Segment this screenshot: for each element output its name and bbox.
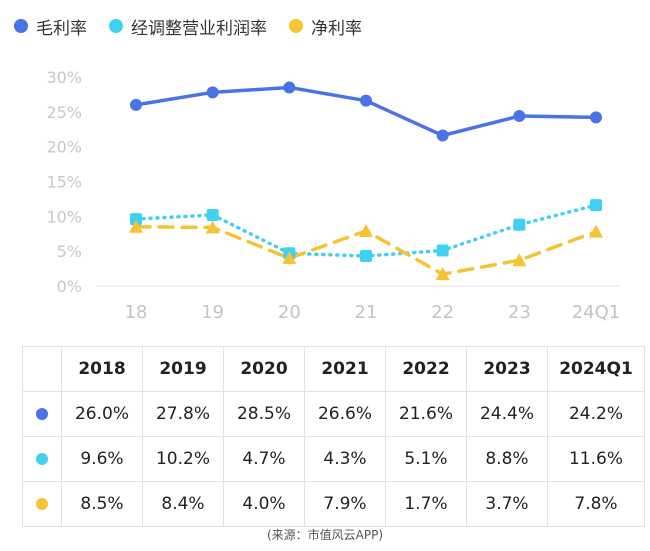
x-tick-label: 20 — [278, 302, 301, 323]
y-tick-label: 30% — [46, 68, 82, 87]
data-point-0 — [436, 129, 449, 142]
source-note: (来源：市值风云APP) — [266, 528, 384, 542]
table-header-cell: 2018 — [61, 346, 143, 392]
y-tick-label: 15% — [46, 173, 82, 192]
legend-item-0: 毛利率 — [14, 14, 87, 39]
table-cell: 11.6% — [547, 436, 645, 482]
data-point-0 — [283, 81, 296, 94]
table-row: 26.0% 27.8% 28.5% 26.6% 21.6% 24.4% 24.2% — [22, 391, 645, 437]
y-tick-label: 20% — [46, 138, 82, 157]
table-cell: 26.6% — [304, 391, 386, 437]
y-tick-label: 25% — [46, 103, 82, 122]
table-cell: 7.9% — [304, 481, 386, 527]
table-cell: 24.2% — [547, 391, 645, 437]
x-tick-label: 22 — [431, 302, 454, 323]
table-row-marker-cell — [22, 481, 62, 527]
table-cell: 8.4% — [142, 481, 224, 527]
data-point-0 — [513, 110, 526, 123]
row-color-dot — [36, 498, 48, 510]
table-cell: 8.8% — [466, 436, 548, 482]
table-row-marker-cell — [22, 436, 62, 482]
table-header-cell: 2021 — [304, 346, 386, 392]
line-chart: 0% 5% 10% 15% 20% 25% 30% 18 19 20 21 22 23 24Q1 — [46, 68, 621, 323]
table-cell: 7.8% — [547, 481, 645, 527]
data-point-2 — [129, 219, 143, 233]
x-tick-label: 19 — [201, 302, 224, 323]
data-point-2 — [282, 251, 297, 265]
data-table: 2018 2019 2020 2021 2022 2023 2024Q1 26.0% 27.8… — [22, 346, 645, 527]
table-cell: 4.0% — [223, 481, 305, 527]
table-cell: 9.6% — [61, 436, 143, 482]
x-tick-label: 18 — [125, 302, 148, 323]
legend-marker-2 — [289, 19, 303, 33]
x-tick-label: 24Q1 — [572, 302, 621, 323]
legend-label-0: 毛利率 — [36, 18, 87, 39]
y-tick-label: 10% — [46, 207, 82, 226]
data-point-0 — [206, 86, 219, 99]
table-row: 8.5% 8.4% 4.0% 7.9% 1.7% 3.7% 7.8% — [22, 481, 645, 527]
table-header-cell: 2019 — [142, 346, 224, 392]
table-cell: 24.4% — [466, 391, 548, 437]
table-cell: 27.8% — [142, 391, 224, 437]
x-tick-label: 23 — [508, 302, 531, 323]
data-point-1 — [590, 199, 602, 212]
data-point-1 — [360, 250, 372, 263]
table-cell: 5.1% — [385, 436, 467, 482]
table-cell: 8.5% — [61, 481, 143, 527]
data-point-0 — [590, 111, 602, 124]
table-cell: 4.7% — [223, 436, 305, 482]
row-color-dot — [36, 453, 48, 465]
data-point-1 — [130, 213, 142, 226]
y-tick-label: 0% — [57, 277, 82, 296]
data-point-1 — [206, 208, 219, 221]
table-row-marker-cell — [22, 391, 62, 437]
legend-item-1: 经调整营业利润率 — [109, 14, 267, 39]
data-table-container: 2018 2019 2020 2021 2022 2023 2024Q1 26.0% 27.8… — [22, 346, 645, 527]
table-header-cell: 2023 — [466, 346, 548, 392]
table-cell: 3.7% — [466, 481, 548, 527]
chart-legend: 毛利率 经调整营业利润率 净利率 — [14, 10, 362, 42]
data-point-0 — [130, 98, 142, 111]
table-corner-cell — [22, 346, 62, 392]
table-header-row: 2018 2019 2020 2021 2022 2023 2024Q1 — [22, 346, 645, 392]
data-point-2 — [205, 220, 220, 234]
data-point-2 — [435, 267, 450, 281]
table-cell: 28.5% — [223, 391, 305, 437]
table-cell: 1.7% — [385, 481, 467, 527]
table-cell: 4.3% — [304, 436, 386, 482]
y-tick-label: 5% — [57, 242, 82, 261]
series-line-0 — [134, 85, 598, 138]
table-header-cell: 2020 — [223, 346, 305, 392]
table-header-cell: 2022 — [385, 346, 467, 392]
data-point-0 — [360, 94, 372, 107]
table-cell: 21.6% — [385, 391, 467, 437]
legend-marker-0 — [14, 19, 28, 33]
data-point-1 — [513, 218, 526, 231]
legend-label-1: 经调整营业利润率 — [131, 18, 267, 39]
x-tick-label: 21 — [355, 302, 378, 323]
data-point-1 — [436, 244, 449, 257]
table-cell: 26.0% — [61, 391, 143, 437]
table-cell: 10.2% — [142, 436, 224, 482]
legend-item-2: 净利率 — [289, 14, 362, 39]
data-point-2 — [359, 223, 373, 237]
table-row: 9.6% 10.2% 4.7% 4.3% 5.1% 8.8% 11.6% — [22, 436, 645, 482]
data-point-2 — [589, 224, 603, 238]
row-color-dot — [36, 408, 48, 420]
table-header-cell: 2024Q1 — [547, 346, 645, 392]
legend-marker-1 — [109, 19, 123, 33]
data-point-2 — [512, 253, 527, 267]
legend-label-2: 净利率 — [311, 18, 362, 39]
